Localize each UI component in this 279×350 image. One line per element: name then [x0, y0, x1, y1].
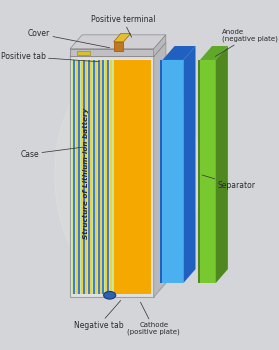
- Polygon shape: [83, 60, 85, 294]
- Polygon shape: [88, 60, 90, 294]
- Polygon shape: [76, 60, 78, 294]
- Polygon shape: [102, 60, 104, 294]
- Polygon shape: [110, 60, 112, 294]
- Polygon shape: [114, 42, 123, 50]
- Text: Separator: Separator: [202, 175, 256, 190]
- Polygon shape: [73, 60, 75, 294]
- Polygon shape: [85, 60, 87, 294]
- Polygon shape: [95, 60, 97, 294]
- Polygon shape: [162, 60, 183, 283]
- Polygon shape: [70, 43, 166, 56]
- Text: Positive terminal: Positive terminal: [91, 15, 155, 37]
- Polygon shape: [107, 60, 109, 294]
- Polygon shape: [216, 46, 228, 283]
- Polygon shape: [200, 46, 228, 60]
- Polygon shape: [78, 60, 80, 294]
- Polygon shape: [160, 60, 162, 283]
- Polygon shape: [70, 35, 166, 49]
- Polygon shape: [162, 46, 196, 60]
- Polygon shape: [70, 49, 154, 56]
- Polygon shape: [93, 60, 95, 294]
- Circle shape: [99, 130, 156, 220]
- Polygon shape: [70, 56, 154, 297]
- Text: Case: Case: [21, 147, 83, 159]
- Polygon shape: [200, 60, 216, 283]
- Text: Structure of Lithium-ion battery: Structure of Lithium-ion battery: [82, 107, 88, 239]
- Polygon shape: [198, 60, 200, 283]
- Polygon shape: [100, 60, 102, 294]
- Polygon shape: [77, 50, 90, 55]
- Polygon shape: [105, 60, 107, 294]
- Text: Anode
(negative plate): Anode (negative plate): [215, 29, 278, 56]
- Circle shape: [55, 60, 200, 290]
- Text: Cover: Cover: [28, 29, 110, 48]
- Ellipse shape: [104, 292, 116, 299]
- Polygon shape: [98, 60, 100, 294]
- Polygon shape: [183, 46, 196, 283]
- Text: Positive tab: Positive tab: [1, 52, 99, 62]
- Polygon shape: [114, 34, 131, 42]
- Circle shape: [77, 95, 178, 255]
- Polygon shape: [154, 43, 166, 297]
- Polygon shape: [81, 60, 83, 294]
- Polygon shape: [72, 60, 151, 294]
- Text: Cathode
(positive plate): Cathode (positive plate): [127, 302, 180, 335]
- Polygon shape: [114, 60, 151, 294]
- Polygon shape: [154, 35, 166, 56]
- Text: Negative tab: Negative tab: [74, 301, 124, 330]
- Polygon shape: [90, 60, 92, 294]
